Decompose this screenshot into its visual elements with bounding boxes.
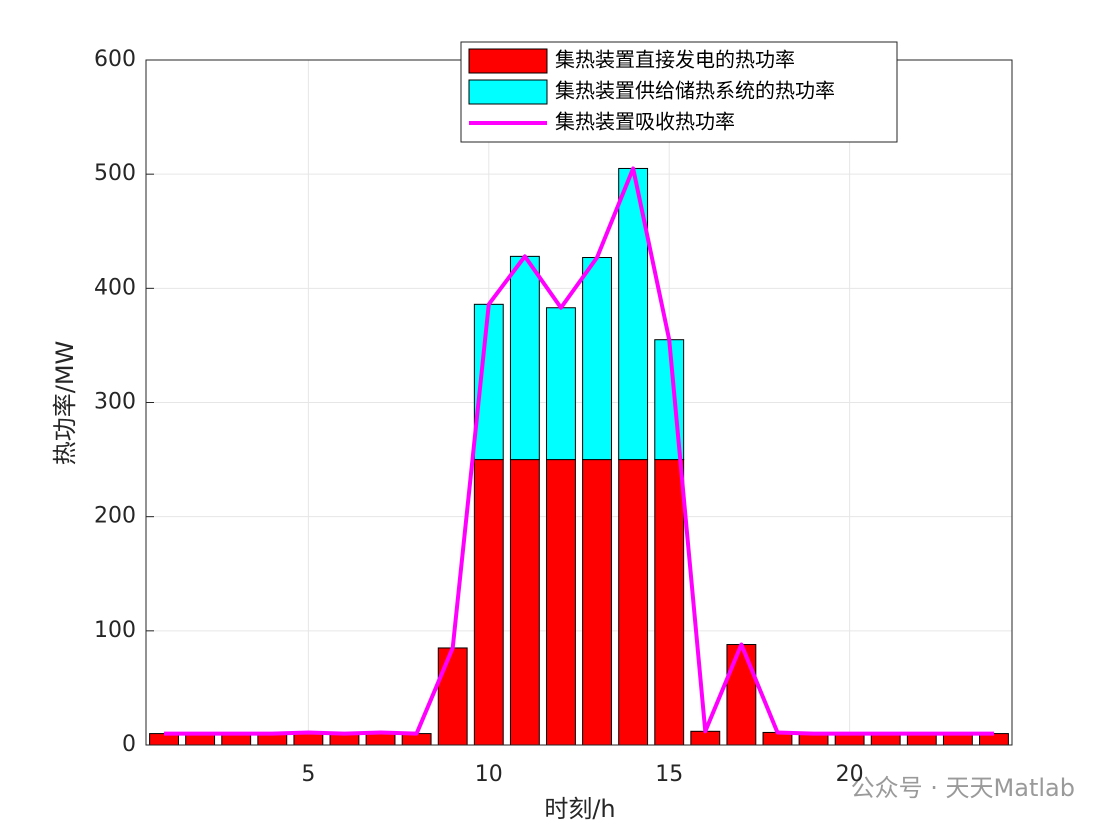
bar <box>582 257 612 461</box>
legend-swatch <box>468 79 548 105</box>
y-tick-label: 0 <box>122 732 136 757</box>
bar <box>509 459 540 746</box>
x-tick-label: 10 <box>475 762 503 787</box>
legend-label: 集热装置吸收热功率 <box>555 110 735 134</box>
bar <box>473 459 504 746</box>
y-axis-label: 热功率/MW <box>51 341 79 466</box>
x-tick-label: 15 <box>655 762 683 787</box>
x-tick-label: 5 <box>301 762 315 787</box>
x-tick-label: 20 <box>836 762 864 787</box>
legend-label: 集热装置直接发电的热功率 <box>555 48 795 72</box>
y-tick-label: 400 <box>94 275 136 300</box>
y-tick-label: 300 <box>94 390 136 415</box>
legend-swatch <box>468 48 548 74</box>
bar <box>690 730 721 746</box>
y-tick-label: 600 <box>94 47 136 72</box>
x-axis-label: 时刻/h <box>544 795 615 823</box>
watermark: 公众号 · 天天Matlab <box>851 774 1075 802</box>
line <box>164 166 994 736</box>
bar <box>582 459 612 746</box>
y-tick-label: 100 <box>94 618 136 643</box>
bar <box>618 459 649 746</box>
bar <box>437 647 468 746</box>
y-tick-label: 500 <box>94 161 136 186</box>
bar <box>509 255 540 461</box>
legend-label: 集热装置供给储热系统的热功率 <box>555 79 835 103</box>
bar <box>654 459 685 746</box>
y-tick-label: 200 <box>94 504 136 529</box>
bar <box>546 307 576 461</box>
bar <box>726 644 757 746</box>
bar <box>546 459 576 746</box>
